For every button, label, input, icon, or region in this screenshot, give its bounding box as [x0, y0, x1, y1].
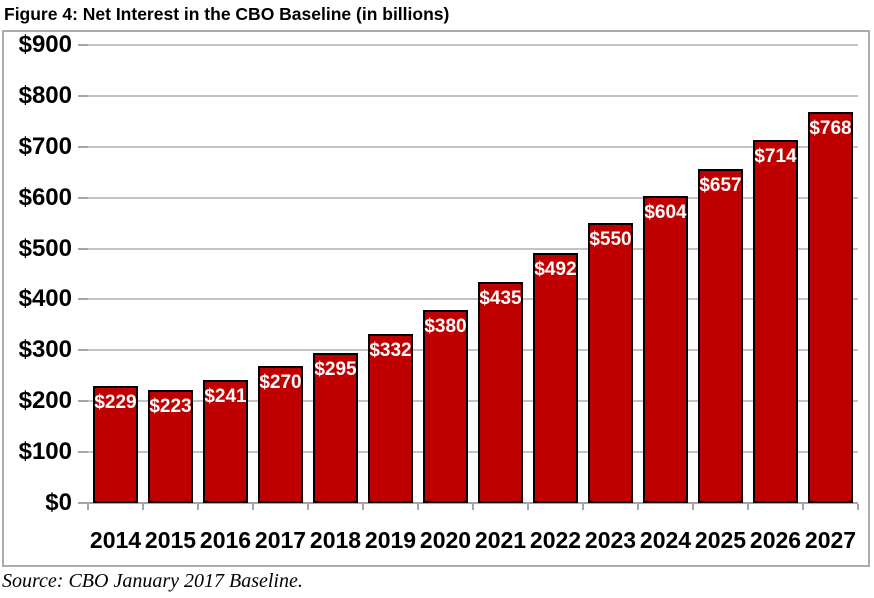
gridline-500	[88, 247, 858, 250]
x-axis-tick	[582, 504, 584, 510]
y-axis-tick	[78, 196, 88, 199]
x-axis-tick	[747, 504, 749, 510]
x-axis-label-2022: 2022	[529, 527, 582, 553]
y-axis-label: $600	[18, 183, 72, 211]
x-axis-tick	[637, 504, 639, 510]
bar-2024: $604	[643, 195, 688, 503]
figure-title: Figure 4: Net Interest in the CBO Baseli…	[4, 4, 450, 24]
y-axis-label: $300	[18, 336, 72, 364]
y-axis-label: $100	[18, 438, 72, 466]
bar-2015: $223	[148, 389, 193, 503]
y-axis-tick	[78, 247, 88, 250]
bar-2014: $229	[93, 386, 138, 503]
bar-value-label: $435	[479, 287, 522, 309]
y-axis-tick	[78, 502, 88, 504]
bar-2022: $492	[533, 252, 578, 503]
bar-2018: $295	[313, 352, 358, 503]
x-axis-label-2025: 2025	[694, 527, 747, 553]
x-axis-label-2015: 2015	[144, 527, 197, 553]
gridline-900	[88, 44, 858, 46]
x-axis-label-2017: 2017	[254, 527, 307, 553]
bar-value-label: $550	[589, 229, 632, 251]
gridline-600	[88, 196, 858, 199]
bar-2027: $768	[808, 112, 853, 503]
y-axis-tick	[78, 94, 88, 97]
bar-value-label: $714	[754, 145, 797, 167]
bar-2017: $270	[258, 365, 303, 503]
x-axis-label-2020: 2020	[419, 527, 472, 553]
x-axis-label-2014: 2014	[89, 527, 142, 553]
bar-value-label: $380	[424, 315, 467, 337]
x-axis-label-2023: 2023	[584, 527, 637, 553]
bar-value-label: $604	[644, 201, 687, 223]
bar-value-label: $295	[314, 358, 357, 380]
x-axis-label-2026: 2026	[749, 527, 802, 553]
y-axis-tick	[78, 44, 88, 46]
x-axis-tick	[472, 504, 474, 510]
bar-value-label: $229	[94, 392, 137, 414]
bar-2023: $550	[588, 223, 633, 503]
source-note: Source: CBO January 2017 Baseline.	[2, 570, 303, 592]
x-axis-tick	[362, 504, 364, 510]
x-axis-tick	[857, 504, 859, 510]
x-axis-label-2016: 2016	[199, 527, 252, 553]
y-axis-tick	[78, 145, 88, 148]
x-axis-line	[88, 502, 858, 504]
gridline-800	[88, 94, 858, 97]
gridline-700	[88, 145, 858, 148]
gridline-400	[88, 298, 858, 301]
y-axis-label: $700	[18, 132, 72, 160]
x-axis-label-2027: 2027	[804, 527, 857, 553]
x-axis-label-2018: 2018	[309, 527, 362, 553]
x-axis-tick	[802, 504, 804, 510]
x-axis-tick	[87, 504, 89, 510]
gridline-200	[88, 400, 858, 403]
bar-value-label: $332	[369, 340, 412, 362]
bar-2026: $714	[753, 139, 798, 503]
bar-2021: $435	[478, 281, 523, 503]
gridline-300	[88, 349, 858, 352]
y-axis-label: $400	[18, 285, 72, 313]
bar-2025: $657	[698, 168, 743, 503]
y-axis-label: $200	[18, 387, 72, 415]
x-axis-tick	[527, 504, 529, 510]
bar-value-label: $657	[699, 174, 742, 196]
bar-value-label: $492	[534, 258, 577, 280]
y-axis-label: $900	[18, 31, 72, 59]
y-axis-tick	[78, 400, 88, 403]
x-axis-tick	[307, 504, 309, 510]
x-axis-tick	[692, 504, 694, 510]
bar-value-label: $270	[259, 371, 302, 393]
x-axis-tick	[197, 504, 199, 510]
x-axis-label-2024: 2024	[639, 527, 692, 553]
x-axis-tick	[142, 504, 144, 510]
x-axis-label-2019: 2019	[364, 527, 417, 553]
bar-2020: $380	[423, 309, 468, 503]
chart-area: $0 $100 $200 $300 $400 $500 $600 $700 $800 $900 $2…	[2, 30, 870, 567]
y-axis-tick	[78, 451, 88, 454]
x-axis-tick	[417, 504, 419, 510]
y-axis-tick	[78, 298, 88, 301]
bar-2019: $332	[368, 334, 413, 503]
y-axis-label: $500	[18, 234, 72, 262]
bar-value-label: $223	[149, 395, 192, 417]
bar-value-label: $768	[809, 118, 852, 140]
x-axis-tick	[252, 504, 254, 510]
x-axis-label-2021: 2021	[474, 527, 527, 553]
bar-2016: $241	[203, 380, 248, 503]
y-axis-label: $800	[18, 81, 72, 109]
bar-value-label: $241	[204, 386, 247, 408]
y-axis-tick	[78, 349, 88, 352]
gridline-100	[88, 451, 858, 454]
y-axis-label: $0	[45, 489, 72, 516]
